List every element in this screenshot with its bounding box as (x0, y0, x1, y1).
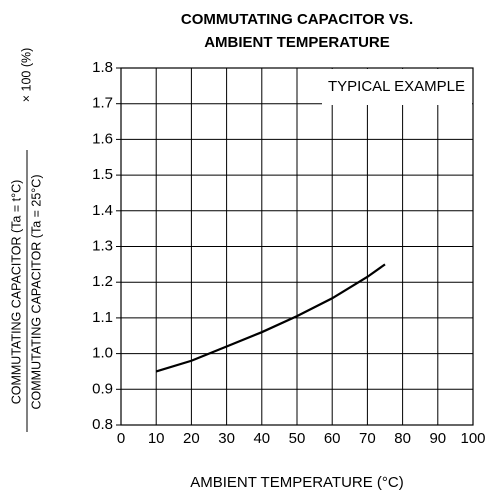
y-tick-label: 1.8 (92, 59, 113, 76)
x-axis-label: AMBIENT TEMPERATURE (°C) (190, 474, 404, 491)
x-tick-label: 80 (394, 430, 411, 447)
annotation: TYPICAL EXAMPLE (328, 78, 465, 95)
curve (155, 263, 386, 373)
y-tick-label: 1.6 (92, 130, 113, 147)
x-tick-label: 10 (148, 430, 165, 447)
y-label-suffix-group: × 100 (%) (19, 48, 33, 103)
y-tick-label: 1.2 (92, 273, 113, 290)
y-tick-label: 1.1 (92, 309, 113, 326)
y-axis-label: COMMUTATING CAPACITOR (Ta = 25°C) (29, 175, 43, 410)
y-tick-label: 1.4 (92, 202, 113, 219)
x-tick-label: 70 (359, 430, 376, 447)
x-tick-label: 50 (289, 430, 306, 447)
chart-title: AMBIENT TEMPERATURE (204, 34, 390, 51)
y-label-numerator-group: COMMUTATING CAPACITOR (Ta = t°C) (9, 180, 23, 405)
plot-frame (120, 67, 474, 426)
chart-title: COMMUTATING CAPACITOR VS. (181, 11, 413, 28)
y-tick-label: 1.0 (92, 345, 113, 362)
y-tick-label: 1.7 (92, 95, 113, 112)
y-tick-label: 0.9 (92, 380, 113, 397)
y-label-denominator-group: COMMUTATING CAPACITOR (Ta = 25°C) (29, 175, 43, 410)
annotation-box (322, 69, 472, 105)
x-tick-label: 40 (253, 430, 270, 447)
x-tick-label: 90 (429, 430, 446, 447)
y-axis-label: COMMUTATING CAPACITOR (Ta = t°C) (9, 180, 23, 405)
x-tick-label: 30 (218, 430, 235, 447)
x-tick-label: 0 (117, 430, 125, 447)
y-tick-label: 0.8 (92, 416, 113, 433)
y-tick-label: 1.5 (92, 166, 113, 183)
y-axis-label: × 100 (%) (19, 48, 33, 103)
x-tick-label: 20 (183, 430, 200, 447)
x-tick-label: 100 (460, 430, 485, 447)
x-tick-label: 60 (324, 430, 341, 447)
y-tick-label: 1.3 (92, 237, 113, 254)
